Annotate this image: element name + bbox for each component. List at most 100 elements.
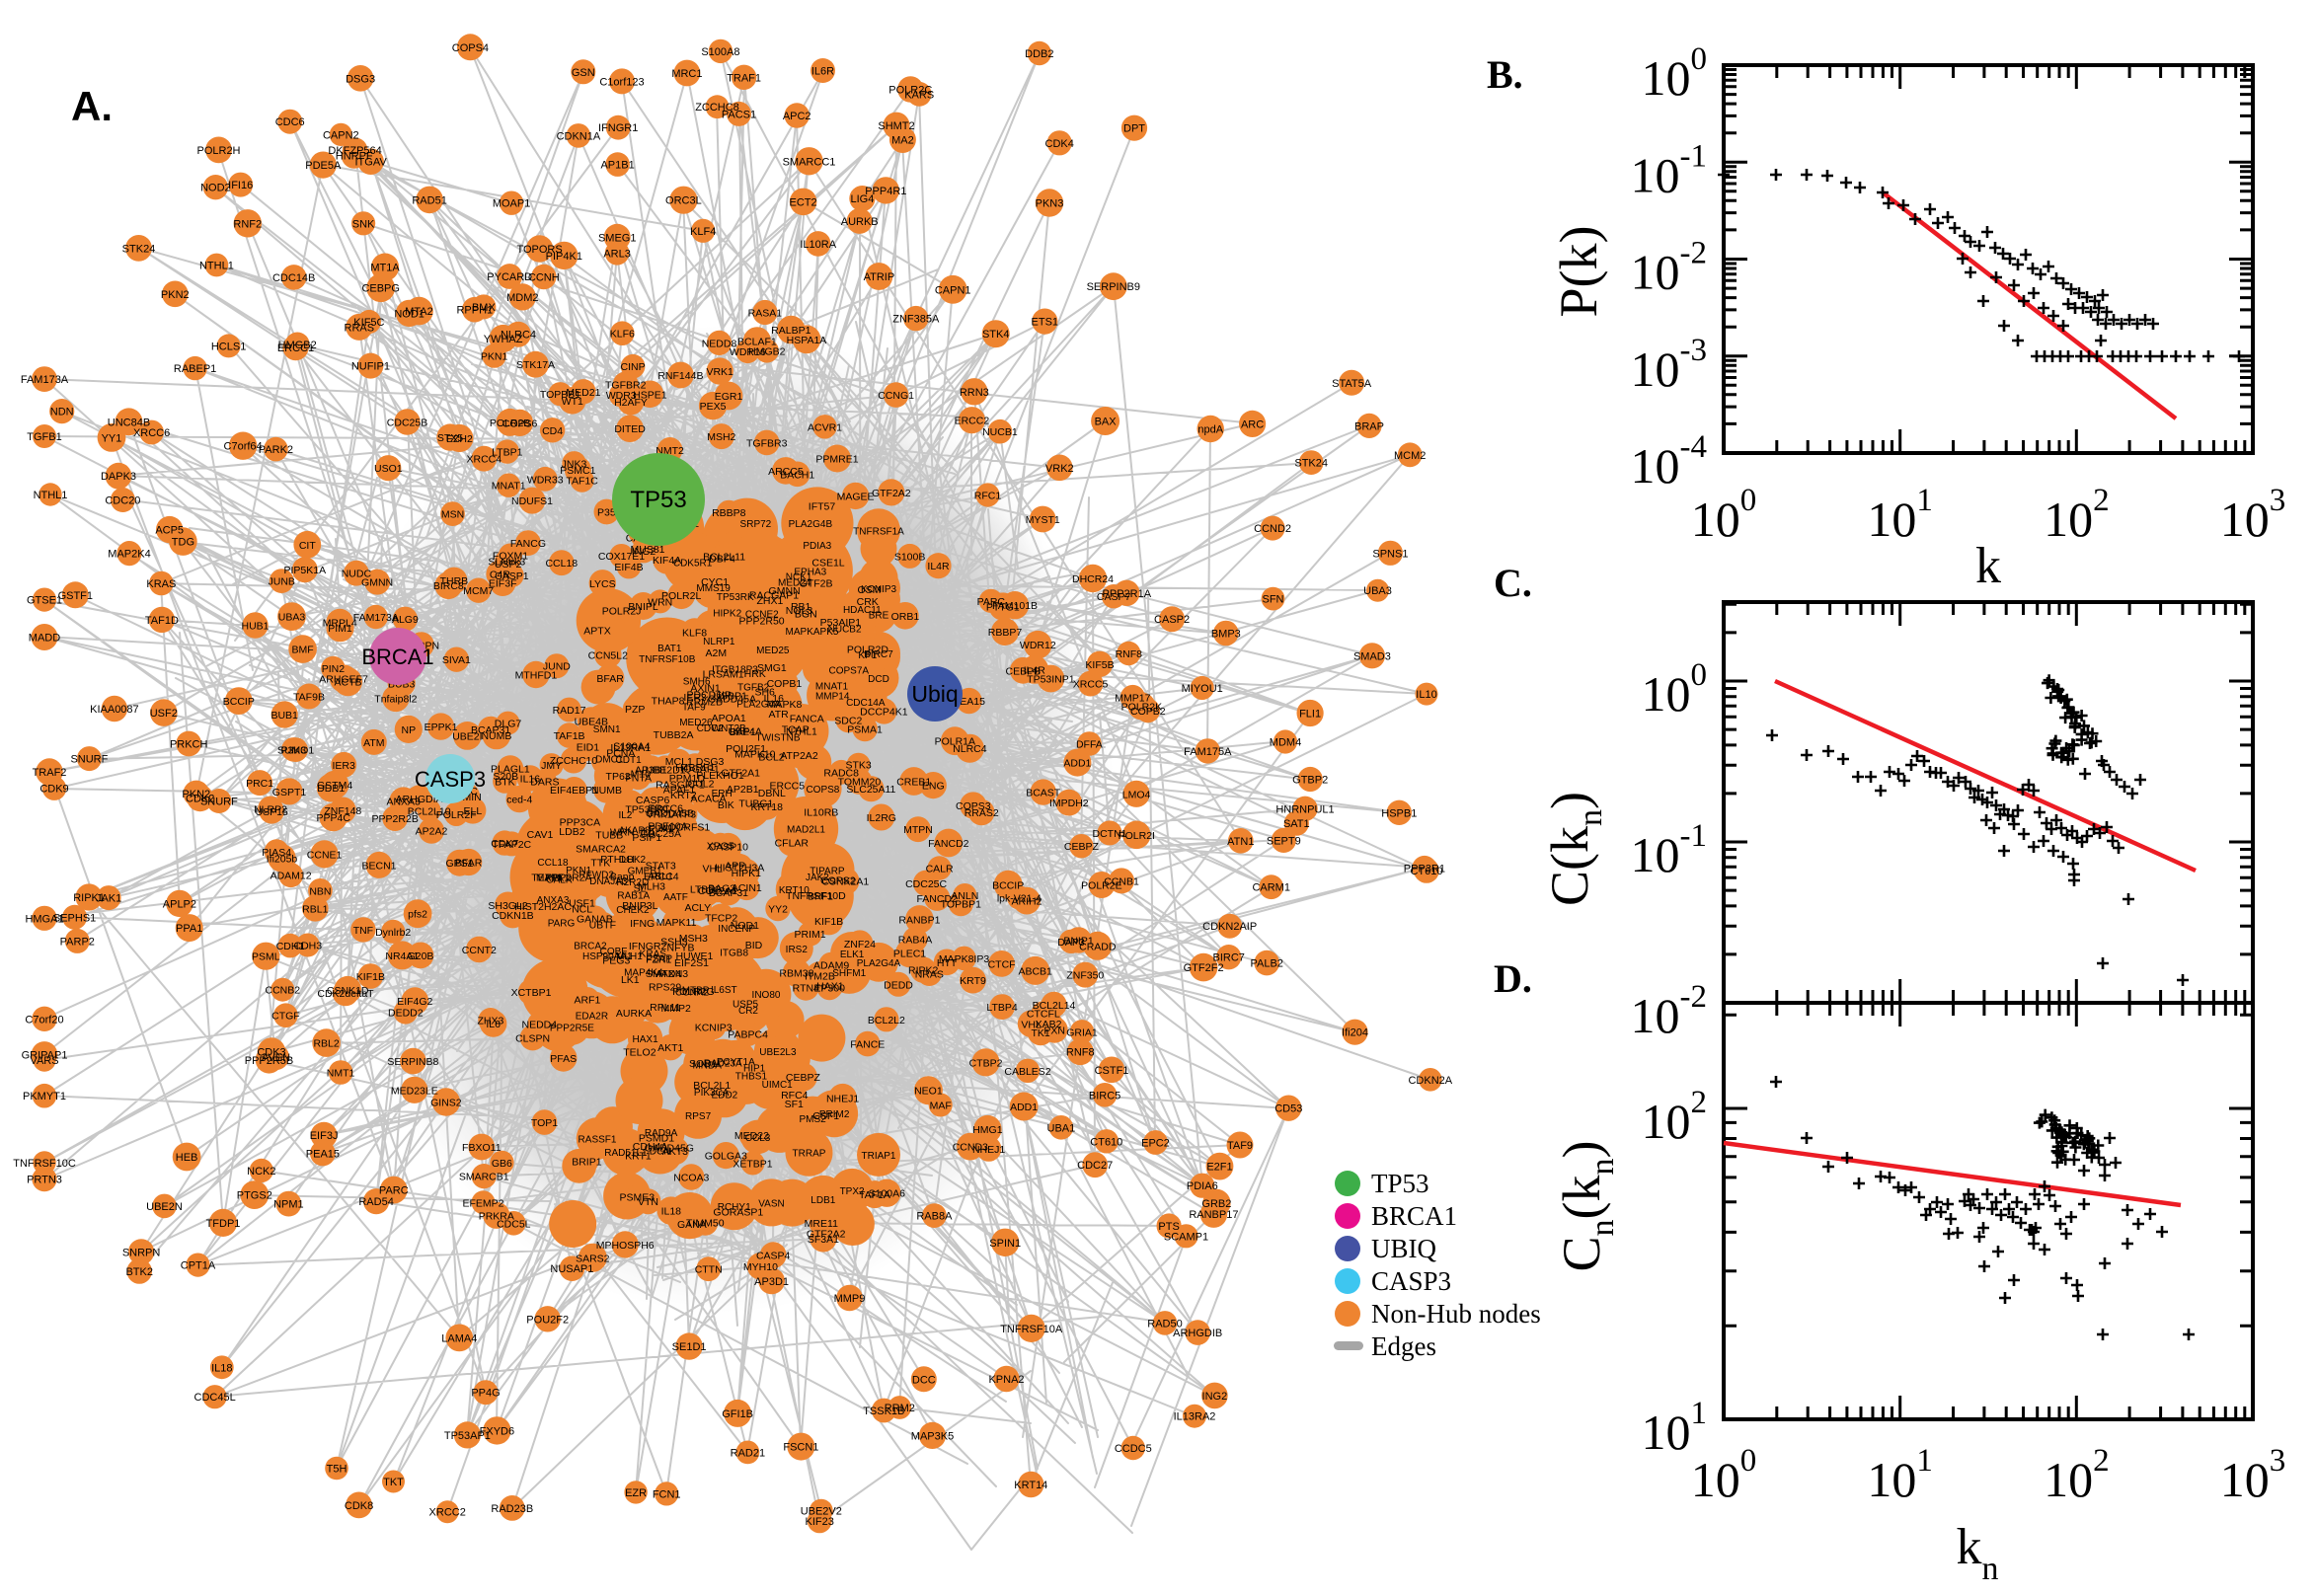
svg-text:SMARCA2: SMARCA2 (576, 844, 626, 856)
svg-text:SEPHS1: SEPHS1 (53, 912, 96, 924)
svg-text:ORB1: ORB1 (891, 611, 920, 623)
svg-text:GSPT1: GSPT1 (272, 787, 307, 798)
svg-text:KPNA2: KPNA2 (988, 1374, 1024, 1386)
svg-text:BMF: BMF (292, 645, 314, 656)
svg-text:MDM2: MDM2 (506, 292, 538, 304)
svg-text:NLRP1: NLRP1 (703, 637, 735, 647)
svg-text:H4BRF1: H4BRF1 (675, 762, 715, 774)
svg-text:PPP2R5B: PPP2R5B (245, 1055, 294, 1067)
svg-text:SFN: SFN (1263, 594, 1284, 606)
svg-text:C7orf20: C7orf20 (25, 1014, 63, 1026)
svg-text:EIF3J: EIF3J (310, 1130, 339, 1142)
svg-text:CCNE1: CCNE1 (307, 849, 343, 861)
svg-text:POLR2K: POLR2K (1121, 701, 1162, 713)
svg-text:HIST2H2AC: HIST2H2AC (514, 901, 572, 913)
svg-text:ABCB1: ABCB1 (1018, 965, 1052, 977)
svg-text:MED22: MED22 (734, 1130, 769, 1142)
svg-text:KIF5B: KIF5B (1085, 659, 1114, 671)
svg-text:PPP2R2B: PPP2R2B (372, 813, 419, 825)
svg-text:CCL18: CCL18 (545, 558, 578, 570)
svg-text:VRK1: VRK1 (706, 366, 733, 378)
svg-text:KIAA0087: KIAA0087 (90, 704, 139, 716)
svg-text:SDC2: SDC2 (834, 715, 862, 726)
svg-text:SNURF: SNURF (70, 754, 108, 766)
svg-text:TKT: TKT (383, 1477, 404, 1488)
svg-text:BCCIP: BCCIP (223, 696, 255, 708)
svg-text:HSPB1: HSPB1 (1381, 807, 1417, 819)
svg-text:MPHOSPH6: MPHOSPH6 (596, 1240, 655, 1252)
svg-text:HMG1: HMG1 (972, 1124, 1002, 1136)
svg-text:BACH1: BACH1 (780, 469, 814, 481)
svg-text:ARF1: ARF1 (574, 995, 600, 1007)
svg-text:MNAT1: MNAT1 (815, 682, 849, 693)
svg-text:MIYOU1: MIYOU1 (1182, 683, 1223, 695)
svg-text:SF3A1: SF3A1 (808, 1234, 839, 1246)
svg-text:MCM7: MCM7 (463, 585, 494, 597)
svg-text:PEG3: PEG3 (602, 955, 630, 967)
svg-text:NPM1: NPM1 (273, 1199, 304, 1211)
svg-text:MTPN: MTPN (903, 824, 933, 836)
svg-text:RPL11: RPL11 (650, 1002, 680, 1014)
svg-text:ced-4: ced-4 (506, 795, 532, 806)
svg-text:BMP3: BMP3 (1211, 629, 1241, 641)
svg-text:COPB1: COPB1 (767, 678, 803, 690)
svg-text:NMT1: NMT1 (327, 1068, 355, 1080)
svg-text:TFCP2: TFCP2 (705, 913, 737, 925)
svg-text:PARK2: PARK2 (259, 444, 293, 456)
svg-text:MED25: MED25 (756, 646, 790, 656)
svg-text:RNF8: RNF8 (1116, 648, 1143, 660)
svg-text:PRC1: PRC1 (246, 778, 273, 790)
svg-text:RABEP1: RABEP1 (174, 363, 216, 375)
svg-text:B.: B. (1487, 52, 1523, 97)
svg-text:RAD17: RAD17 (553, 705, 586, 717)
svg-text:HSPE1: HSPE1 (633, 389, 667, 401)
svg-text:TOP1: TOP1 (531, 1117, 558, 1129)
svg-text:IL4R: IL4R (927, 561, 950, 572)
svg-text:NOD2: NOD2 (200, 183, 231, 194)
svg-text:FAM175A: FAM175A (1184, 746, 1232, 758)
svg-text:XCTBP1: XCTBP1 (511, 987, 552, 999)
svg-text:UBE4B: UBE4B (575, 716, 608, 727)
svg-text:TIMM50: TIMM50 (686, 1218, 725, 1230)
svg-text:ALG9: ALG9 (392, 614, 419, 626)
svg-text:KRAS: KRAS (146, 578, 176, 590)
svg-text:SHMT2: SHMT2 (878, 120, 914, 132)
svg-text:MYST1: MYST1 (1026, 514, 1060, 526)
svg-text:INO80: INO80 (752, 990, 781, 1001)
svg-text:IL13RA2: IL13RA2 (1174, 1411, 1216, 1423)
svg-text:IL10RB: IL10RB (804, 807, 838, 819)
svg-text:GADD45A: GADD45A (708, 693, 756, 705)
svg-text:CCNH: CCNH (528, 272, 560, 284)
svg-text:PDIA6: PDIA6 (1187, 1180, 1218, 1192)
svg-text:PABPC4: PABPC4 (728, 1028, 768, 1040)
svg-text:GRIA1: GRIA1 (1066, 1026, 1098, 1038)
svg-text:HUB1: HUB1 (241, 621, 269, 633)
svg-text:k: k (1975, 538, 2001, 594)
svg-text:BIRC5: BIRC5 (1089, 1090, 1120, 1102)
svg-text:C(kn): C(kn) (1540, 792, 1609, 906)
svg-text:KLF8: KLF8 (682, 628, 707, 640)
svg-text:BFAR: BFAR (596, 673, 624, 685)
svg-text:CDC45L: CDC45L (194, 1392, 236, 1404)
svg-text:TAF9B: TAF9B (293, 692, 325, 704)
svg-text:AP2B1: AP2B1 (727, 784, 759, 796)
svg-text:CDKN1A: CDKN1A (557, 130, 601, 142)
svg-text:GSN: GSN (572, 67, 595, 79)
svg-text:CD4: CD4 (542, 425, 563, 437)
svg-text:TRIAP1: TRIAP1 (861, 1151, 895, 1162)
svg-text:CSF1: CSF1 (812, 1110, 839, 1122)
svg-text:IL6R: IL6R (811, 66, 834, 78)
svg-text:GOLGA3: GOLGA3 (705, 1151, 747, 1163)
svg-text:PFAS: PFAS (550, 1053, 577, 1065)
svg-text:DCCP4K1: DCCP4K1 (860, 707, 908, 719)
svg-text:CASP6: CASP6 (636, 795, 670, 806)
svg-text:BAG3: BAG3 (708, 882, 735, 894)
svg-text:NTHL1: NTHL1 (199, 261, 234, 272)
svg-text:AP3B1: AP3B1 (635, 764, 667, 776)
svg-text:YY2: YY2 (768, 904, 788, 916)
svg-text:IER3: IER3 (683, 692, 707, 704)
svg-text:T5H: T5H (327, 1464, 347, 1476)
svg-text:S100A8: S100A8 (701, 46, 739, 58)
svg-text:RNF2: RNF2 (233, 218, 262, 230)
svg-text:PRKCH: PRKCH (170, 739, 208, 751)
